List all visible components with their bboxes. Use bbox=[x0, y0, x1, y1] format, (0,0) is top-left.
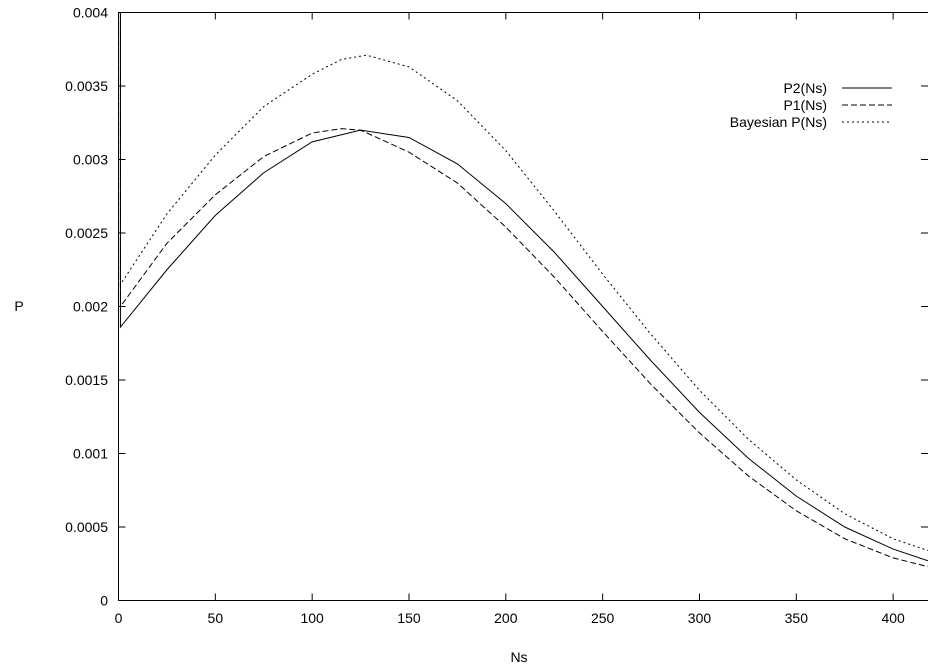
x-tick-labels: 0 50 100 150 200 250 300 350 400 bbox=[115, 610, 905, 626]
y-tick-label-5: 0.0025 bbox=[65, 225, 108, 241]
x-tick-label-8: 400 bbox=[881, 610, 905, 626]
y-axis-label: P bbox=[14, 298, 23, 314]
y-tick-label-8: 0.004 bbox=[73, 5, 108, 21]
series-line-0 bbox=[119, 12, 928, 562]
x-tick-label-5: 250 bbox=[591, 610, 615, 626]
x-tick-label-3: 150 bbox=[397, 610, 421, 626]
x-tick-label-6: 300 bbox=[688, 610, 712, 626]
y-tick-label-3: 0.0015 bbox=[65, 372, 108, 388]
legend-label-0: P2(Ns) bbox=[783, 80, 827, 96]
x-axis-label: Ns bbox=[510, 649, 527, 665]
plot-series bbox=[119, 12, 928, 568]
y-tick-labels: 0 0.0005 0.001 0.0015 0.002 0.0025 0.003 0.0035… bbox=[65, 5, 108, 609]
plot-frame bbox=[118, 12, 928, 601]
series-line-1 bbox=[119, 12, 928, 568]
y-tick-label-0: 0 bbox=[100, 593, 108, 609]
y-tick-label-6: 0.003 bbox=[73, 152, 108, 168]
x-tick-label-2: 100 bbox=[300, 610, 324, 626]
y-tick-label-1: 0.0005 bbox=[65, 519, 108, 535]
y-tick-label-2: 0.001 bbox=[73, 446, 108, 462]
x-tick-label-4: 200 bbox=[494, 610, 518, 626]
y-tick-label-4: 0.002 bbox=[73, 299, 108, 315]
legend: P2(Ns)P1(Ns)Bayesian P(Ns) bbox=[730, 80, 892, 130]
legend-label-2: Bayesian P(Ns) bbox=[730, 114, 827, 130]
x-tick-label-0: 0 bbox=[115, 610, 123, 626]
ticks bbox=[118, 12, 928, 601]
x-tick-label-1: 50 bbox=[208, 610, 224, 626]
y-tick-label-7: 0.0035 bbox=[65, 78, 108, 94]
series-line-2 bbox=[119, 12, 928, 551]
legend-label-1: P1(Ns) bbox=[783, 97, 827, 113]
x-tick-label-7: 350 bbox=[785, 610, 809, 626]
